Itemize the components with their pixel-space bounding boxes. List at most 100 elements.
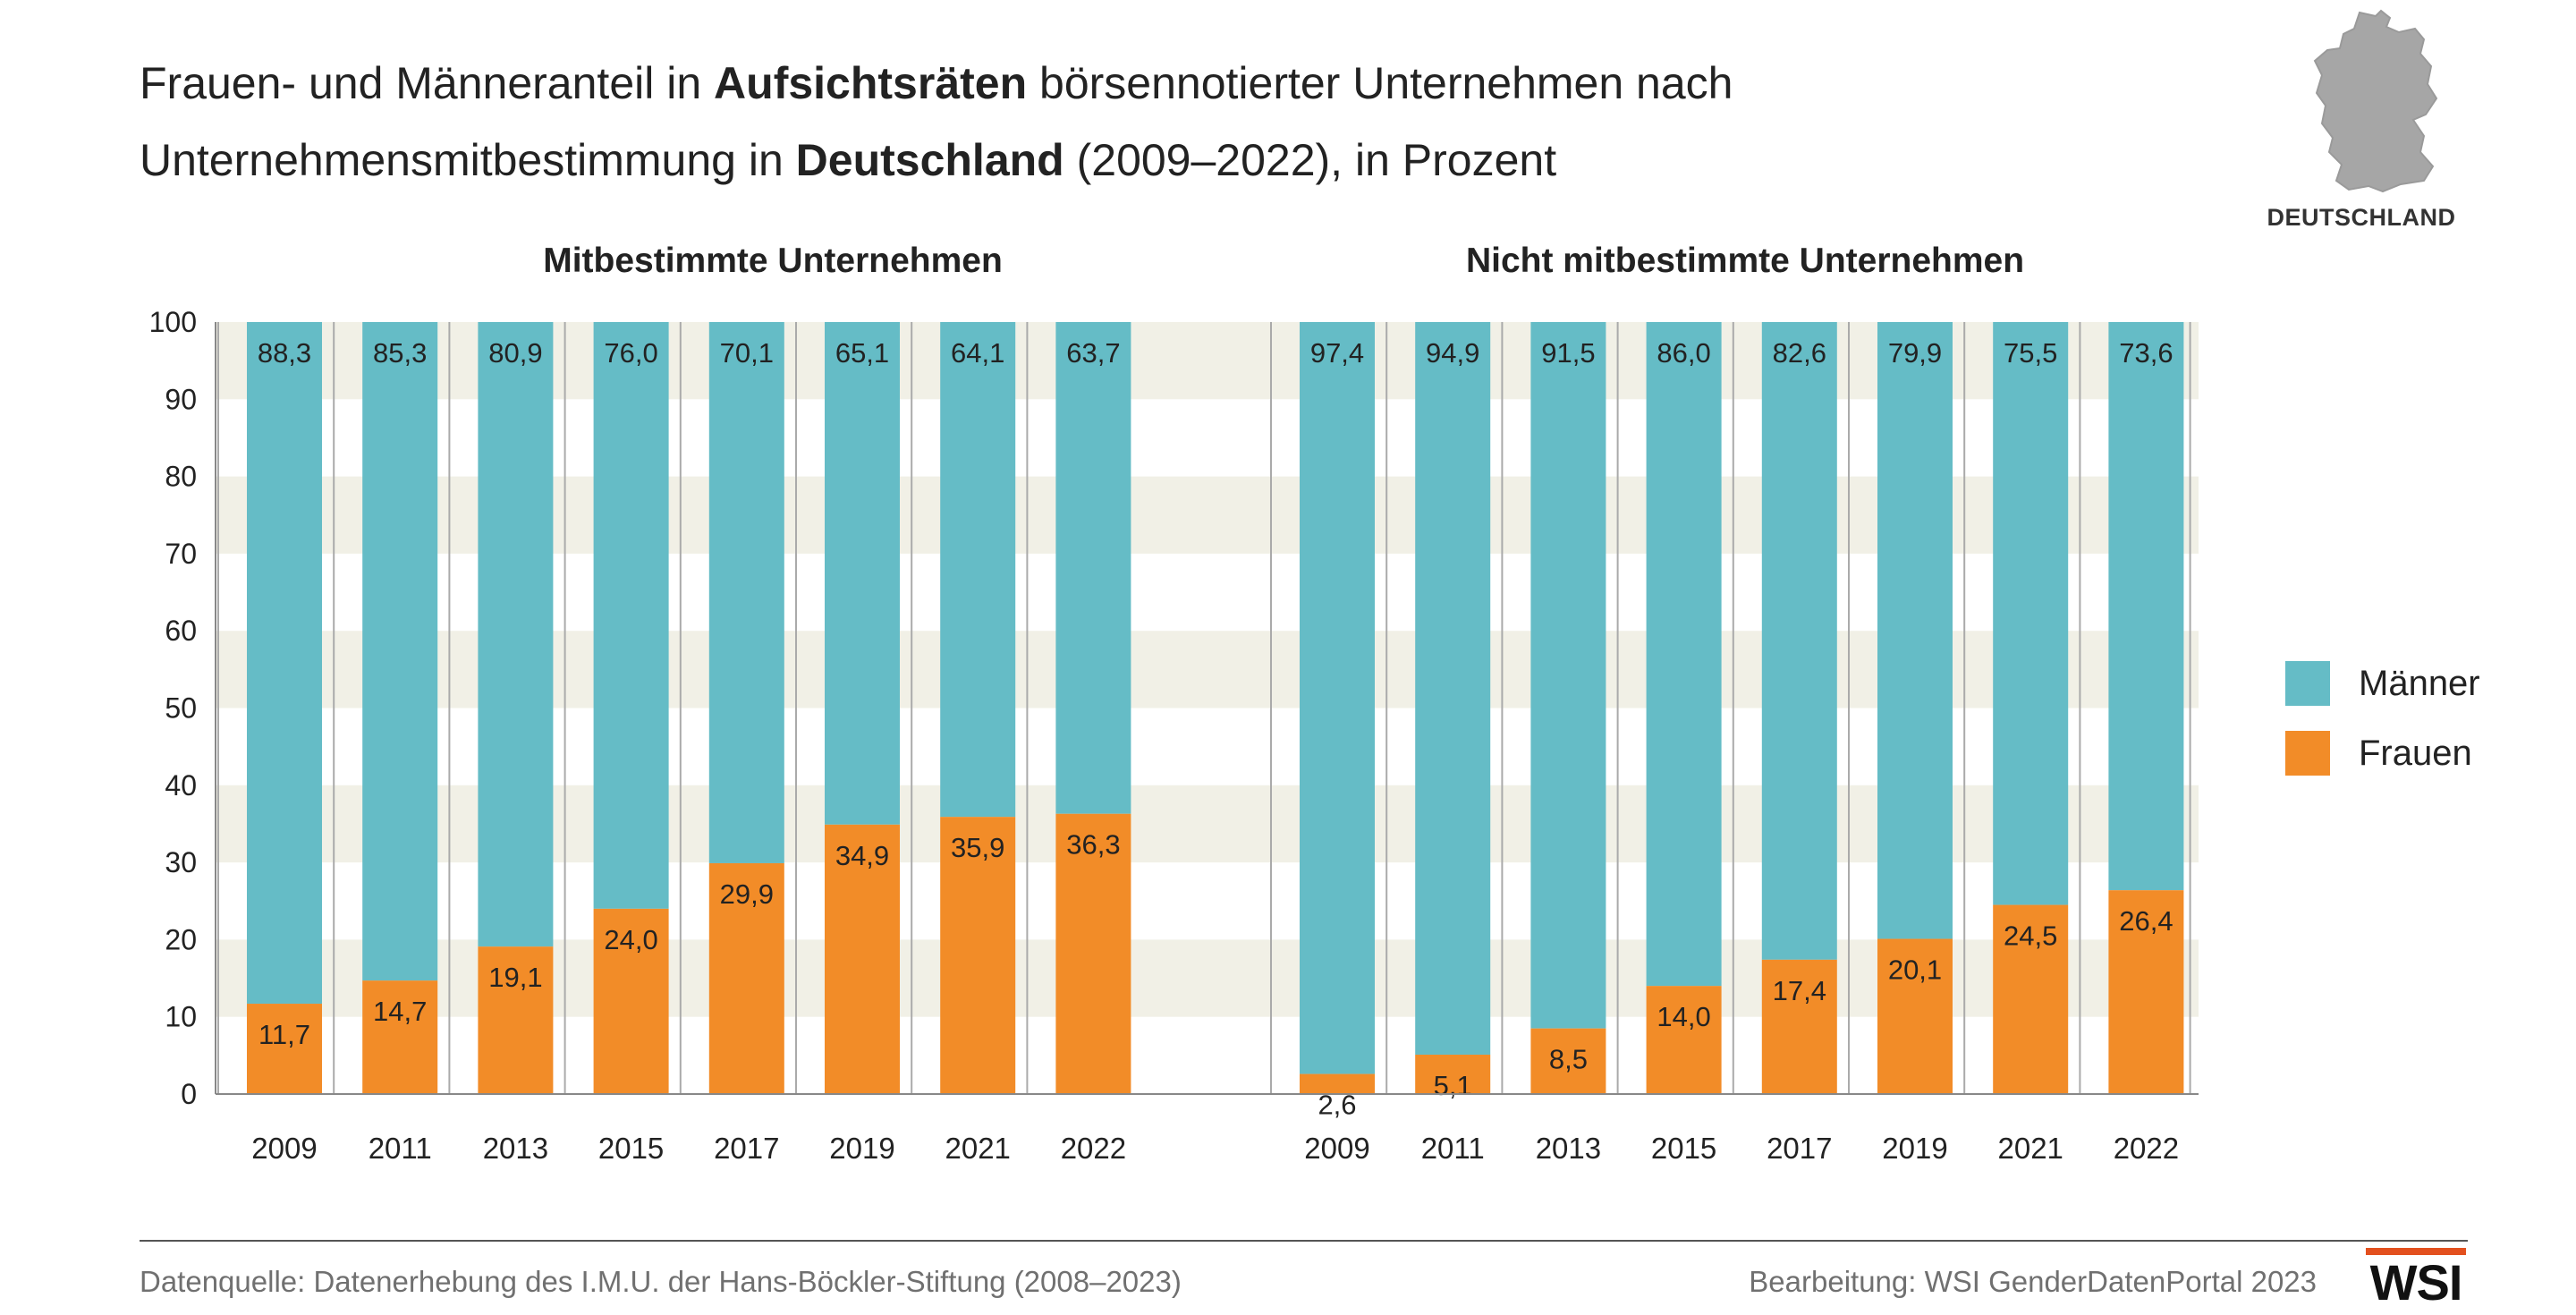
germany-map-icon <box>2290 9 2469 233</box>
x-tick-label: 2013 <box>483 1132 548 1165</box>
data-label-frauen: 24,5 <box>2004 920 2057 952</box>
bar-frauen <box>708 862 784 1094</box>
data-label-maenner: 64,1 <box>951 337 1004 369</box>
bar-maenner <box>1761 322 1837 960</box>
bar-maenner <box>1530 322 1606 1029</box>
y-tick-label: 100 <box>149 306 197 338</box>
bar-maenner <box>1055 322 1131 814</box>
bar-frauen <box>247 1004 322 1094</box>
data-label-frauen: 5,1 <box>1434 1070 1472 1101</box>
bar-frauen <box>478 946 554 1094</box>
data-label-frauen: 34,9 <box>835 840 889 871</box>
bar-frauen <box>2108 890 2184 1094</box>
bar-frauen <box>593 908 669 1094</box>
bar-frauen <box>1877 938 1953 1094</box>
data-label-frauen: 14,7 <box>373 996 427 1027</box>
title-text: Frauen- und Männeranteil in <box>140 58 715 108</box>
bar-frauen <box>940 817 1016 1094</box>
panel-title-nicht-mitbestimmt: Nicht mitbestimmte Unternehmen <box>1465 242 2025 280</box>
bar-frauen <box>1761 959 1837 1094</box>
y-tick-label: 10 <box>165 1001 197 1033</box>
data-label-frauen: 11,7 <box>258 1019 310 1050</box>
data-label-maenner: 94,9 <box>1426 337 1479 369</box>
bar-maenner <box>478 322 554 947</box>
data-label-maenner: 88,3 <box>258 337 311 369</box>
bar-maenner <box>825 322 900 825</box>
bar-maenner <box>1646 322 1722 987</box>
bar-maenner <box>1877 322 1953 939</box>
x-tick-label: 2021 <box>945 1132 1010 1165</box>
wsi-logo-bar <box>2366 1248 2466 1255</box>
data-label-maenner: 80,9 <box>488 337 542 369</box>
panel-title-mitbestimmt: Mitbestimmte Unternehmen <box>543 242 1003 280</box>
bar-frauen <box>1055 813 1131 1094</box>
data-label-maenner: 91,5 <box>1541 337 1595 369</box>
data-label-frauen: 20,1 <box>1888 954 1942 986</box>
y-tick-label: 60 <box>165 615 197 647</box>
legend-swatch-frauen <box>2285 731 2330 776</box>
bar-maenner <box>940 322 1016 818</box>
data-label-maenner: 70,1 <box>720 337 774 369</box>
legend-item-maenner: Männer <box>2285 649 2480 718</box>
x-tick-label: 2022 <box>2114 1132 2179 1165</box>
data-label-frauen: 36,3 <box>1066 829 1120 861</box>
y-tick-label: 30 <box>165 846 197 878</box>
y-tick-label: 20 <box>165 923 197 955</box>
y-tick-label: 70 <box>165 538 197 570</box>
legend: Männer Frauen <box>2285 649 2480 788</box>
legend-label-frauen: Frauen <box>2359 733 2472 773</box>
bar-maenner <box>708 322 784 863</box>
bar-frauen <box>1646 986 1722 1094</box>
y-tick-label: 80 <box>165 461 197 493</box>
title-line-2: Unternehmensmitbestimmung in Deutschland… <box>140 122 2107 199</box>
bar-maenner <box>1415 322 1491 1055</box>
footer-editor: Bearbeitung: WSI GenderDatenPortal 2023 <box>1749 1265 2317 1298</box>
bar-maenner <box>593 322 669 909</box>
bar-maenner <box>1993 322 2069 905</box>
data-label-frauen: 29,9 <box>720 878 774 910</box>
x-tick-label: 2022 <box>1061 1132 1126 1165</box>
x-tick-label: 2011 <box>369 1132 432 1165</box>
bar-frauen <box>825 824 900 1094</box>
bar-frauen <box>1530 1028 1606 1094</box>
wsi-logo-text: WSI <box>2369 1254 2463 1311</box>
x-tick-label: 2009 <box>251 1132 317 1165</box>
data-label-frauen: 35,9 <box>951 832 1004 863</box>
title-emphasis: Deutschland <box>795 135 1064 185</box>
data-label-frauen: 24,0 <box>604 924 657 955</box>
title-text: börsennotierter Unternehmen nach <box>1027 58 1733 108</box>
title-text: Unternehmensmitbestimmung in <box>140 135 796 185</box>
data-label-maenner: 82,6 <box>1773 337 1826 369</box>
x-tick-label: 2015 <box>1651 1132 1716 1165</box>
title-line-1: Frauen- und Männeranteil in Aufsichtsrät… <box>140 45 2107 122</box>
x-tick-label: 2009 <box>1304 1132 1369 1165</box>
x-tick-label: 2019 <box>1882 1132 1947 1165</box>
data-label-frauen: 14,0 <box>1657 1001 1710 1032</box>
title-emphasis: Aufsichtsräten <box>714 58 1028 108</box>
y-tick-label: 0 <box>181 1078 197 1110</box>
data-label-maenner: 73,6 <box>2119 337 2173 369</box>
data-label-maenner: 97,4 <box>1310 337 1364 369</box>
chart-title: Frauen- und Männeranteil in Aufsichtsrät… <box>140 45 2107 199</box>
data-label-maenner: 86,0 <box>1657 337 1710 369</box>
x-tick-label: 2019 <box>829 1132 894 1165</box>
x-tick-label: 2011 <box>1421 1132 1485 1165</box>
legend-item-frauen: Frauen <box>2285 718 2480 788</box>
footer-divider <box>140 1240 2468 1242</box>
data-label-maenner: 63,7 <box>1066 337 1120 369</box>
map-label: DEUTSCHLAND <box>2267 204 2456 231</box>
y-tick-label: 90 <box>165 383 197 415</box>
wsi-logo: WSI <box>2366 1248 2466 1311</box>
x-tick-label: 2021 <box>1997 1132 2063 1165</box>
legend-label-maenner: Männer <box>2359 663 2480 703</box>
x-tick-label: 2017 <box>714 1132 779 1165</box>
data-label-maenner: 79,9 <box>1888 337 1942 369</box>
bar-maenner <box>1300 322 1375 1074</box>
data-label-frauen: 8,5 <box>1549 1044 1588 1075</box>
data-label-maenner: 65,1 <box>835 337 889 369</box>
data-label-maenner: 76,0 <box>604 337 657 369</box>
data-label-maenner: 75,5 <box>2004 337 2057 369</box>
title-text: (2009–2022), in Prozent <box>1063 135 1557 185</box>
bar-maenner <box>2108 322 2184 891</box>
